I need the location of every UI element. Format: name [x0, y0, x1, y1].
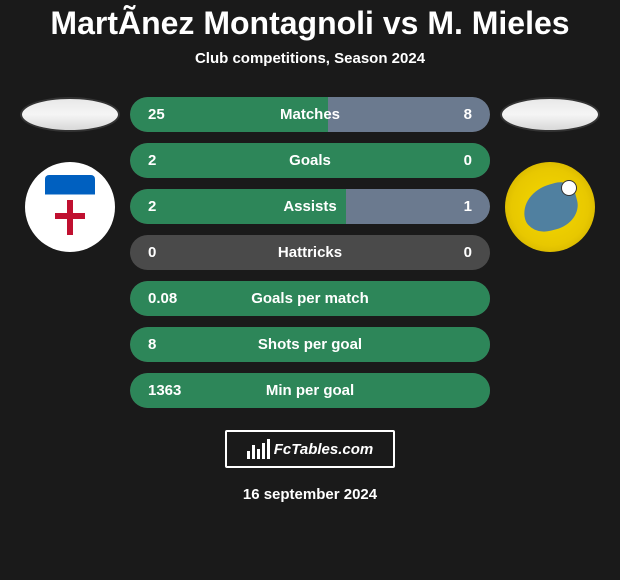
stat-label: Goals	[289, 152, 331, 169]
stat-value-right: 1	[464, 198, 472, 215]
stat-value-left: 25	[148, 106, 165, 123]
player-b-column	[500, 97, 600, 252]
stat-row: 0.08 Goals per match	[130, 281, 490, 316]
stat-row: 1363 Min per goal	[130, 373, 490, 408]
player-a-flag-icon	[20, 97, 120, 132]
stat-row: 0 Hattricks 0	[130, 235, 490, 270]
footer-brand-badge: FcTables.com	[225, 430, 395, 468]
stat-row: 8 Shots per goal	[130, 327, 490, 362]
stat-value-left: 8	[148, 336, 156, 353]
stat-row: 2 Goals 0	[130, 143, 490, 178]
player-a-club-logo-icon	[25, 162, 115, 252]
stat-label: Hattricks	[278, 244, 342, 261]
footer-date: 16 september 2024	[243, 486, 377, 503]
stat-label: Goals per match	[251, 290, 369, 307]
stat-label: Shots per goal	[258, 336, 362, 353]
stat-value-left: 2	[148, 198, 156, 215]
player-b-flag-icon	[500, 97, 600, 132]
stat-value-left: 2	[148, 152, 156, 169]
stat-label: Min per goal	[266, 382, 354, 399]
stat-value-left: 0	[148, 244, 156, 261]
player-a-column	[20, 97, 120, 252]
player-b-club-logo-icon	[505, 162, 595, 252]
stat-label: Matches	[280, 106, 340, 123]
stat-value-left: 0.08	[148, 290, 177, 307]
content-wrapper: 25 Matches 8 2 Goals 0 2 Assists 1 0 Hattricks 0 0.0…	[0, 97, 620, 408]
footer-brand-text: FcTables.com	[274, 441, 373, 458]
stat-row: 25 Matches 8	[130, 97, 490, 132]
stat-value-right: 0	[464, 152, 472, 169]
stat-value-right: 0	[464, 244, 472, 261]
main-container: MartÃnez Montagnoli vs M. Mieles Club co…	[0, 0, 620, 580]
page-title: MartÃnez Montagnoli vs M. Mieles	[50, 5, 569, 42]
page-subtitle: Club competitions, Season 2024	[195, 50, 425, 67]
stats-column: 25 Matches 8 2 Goals 0 2 Assists 1 0 Hattricks 0 0.0…	[130, 97, 490, 408]
bars-icon	[247, 439, 270, 459]
stat-row: 2 Assists 1	[130, 189, 490, 224]
stat-value-left: 1363	[148, 382, 181, 399]
stat-label: Assists	[283, 198, 336, 215]
stat-value-right: 8	[464, 106, 472, 123]
